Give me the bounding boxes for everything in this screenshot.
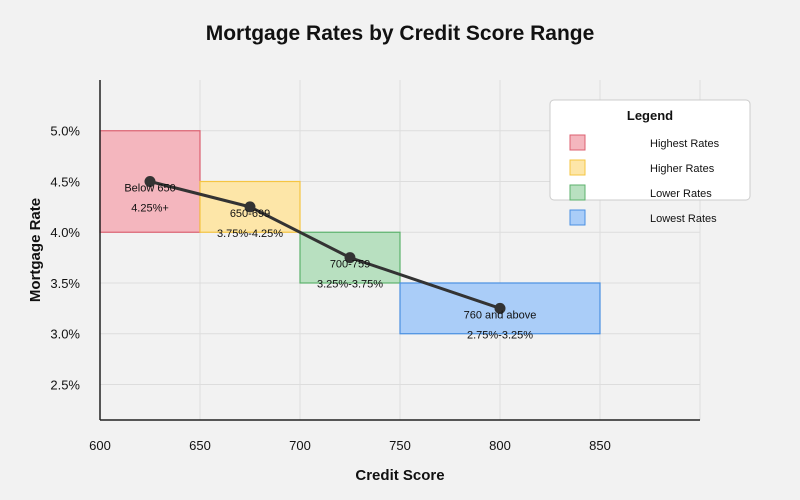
y-tick-label: 5.0% <box>50 124 80 139</box>
legend-title: Legend <box>627 108 673 123</box>
range-rate-label: 3.25%-3.75% <box>317 279 383 291</box>
range-rate-label: 3.75%-4.25% <box>217 228 283 240</box>
range-rate-label: 2.75%-3.25% <box>467 329 533 341</box>
range-label: 700-759 <box>330 259 370 271</box>
x-tick-label: 850 <box>589 438 611 453</box>
tick-labels: 600 650 700 750 800 850 2.5% 3.0% 3.5% 4.0% 4.5% 5.… <box>50 124 610 453</box>
y-tick-label: 3.5% <box>50 276 80 291</box>
legend-swatch <box>569 209 586 226</box>
legend-swatch <box>569 159 586 176</box>
legend-swatch <box>569 184 586 201</box>
data-point <box>344 252 356 264</box>
x-axis-title: Credit Score <box>355 467 444 484</box>
trend-line <box>149 180 501 310</box>
x-tick-label: 750 <box>389 438 411 453</box>
x-tick-label: 650 <box>189 438 211 453</box>
range-label: 760 and above <box>464 309 537 321</box>
range-rate-label: 4.25%+ <box>131 202 169 214</box>
y-tick-label: 4.0% <box>50 225 80 240</box>
trend-line-group <box>144 175 506 314</box>
axes <box>99 80 700 421</box>
range-label: Below 650 <box>124 182 175 194</box>
x-tick-label: 700 <box>289 438 311 453</box>
legend-label: Lowest Rates <box>650 213 717 225</box>
data-point <box>144 175 156 187</box>
legend: Legend Highest Rates Higher Rates Lower Rat… <box>549 99 751 226</box>
data-point <box>494 302 506 314</box>
range-labels: Below 650 4.25%+ 650-699 3.75%-4.25% 700-759… <box>124 182 536 341</box>
x-tick-label: 800 <box>489 438 511 453</box>
y-axis-title: Mortgage Rate <box>27 198 44 302</box>
legend-label: Higher Rates <box>650 163 715 175</box>
range-label: 650-699 <box>230 208 270 220</box>
legend-label: Lower Rates <box>650 188 712 200</box>
y-tick-label: 2.5% <box>50 377 80 392</box>
x-tick-label: 600 <box>89 438 111 453</box>
legend-box <box>549 99 751 201</box>
legend-label: Highest Rates <box>650 138 720 150</box>
data-point <box>244 201 256 213</box>
legend-swatch <box>569 134 586 151</box>
chart-title: Mortgage Rates by Credit Score Range <box>206 22 595 45</box>
y-tick-label: 4.5% <box>50 174 80 189</box>
y-tick-label: 3.0% <box>50 327 80 342</box>
